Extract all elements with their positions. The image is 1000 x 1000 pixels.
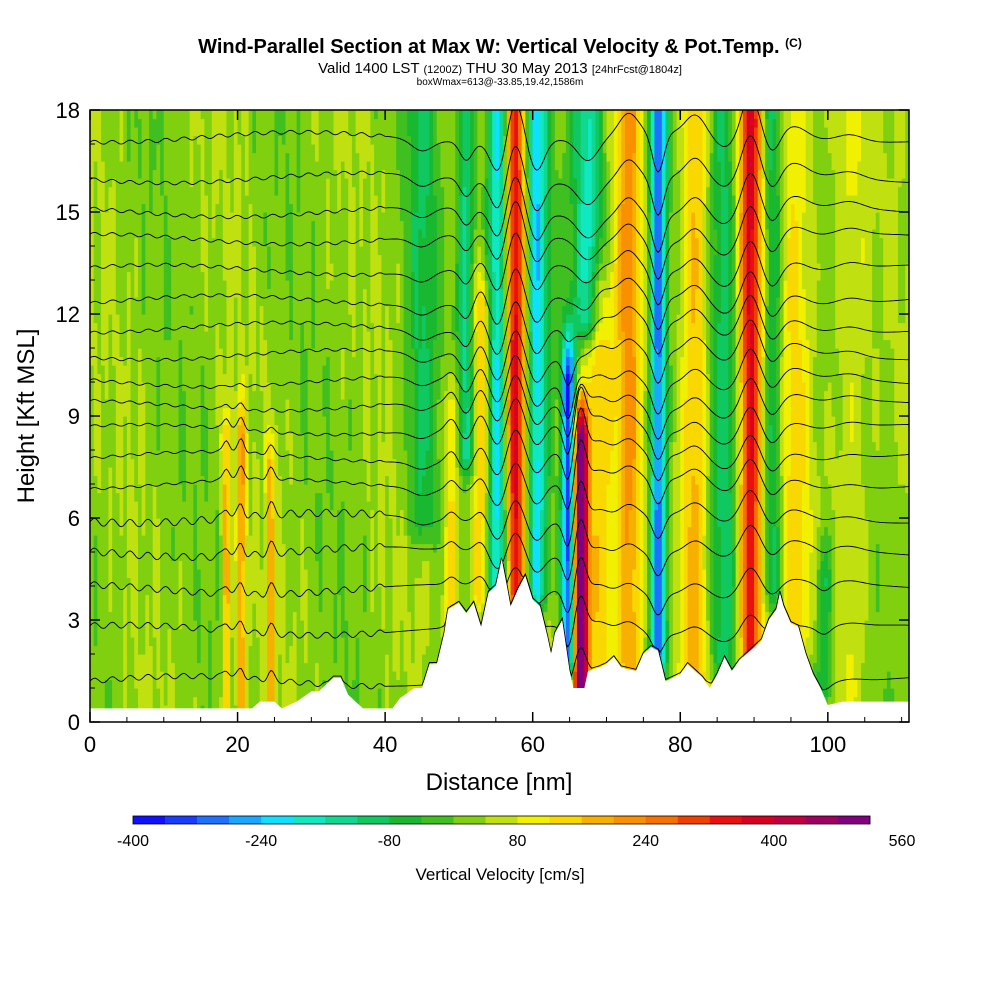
y-axis-ticks: 0 3 6 9 12 15 18	[56, 98, 909, 735]
colorbar-swatch	[549, 816, 582, 824]
colorbar-swatch	[325, 816, 358, 824]
colorbar-swatch	[709, 816, 743, 824]
x-tick-label: 0	[84, 732, 96, 757]
colorbar-swatch	[133, 816, 166, 824]
theta-contour	[90, 406, 909, 482]
colorbar-swatch	[165, 816, 198, 824]
colorbar-swatch	[517, 816, 550, 824]
potential-temperature-contours	[90, 110, 909, 691]
colorbar-swatch	[389, 816, 422, 824]
colorbar-swatch	[805, 816, 839, 824]
theta-contour	[90, 319, 909, 386]
y-tick-label: 9	[68, 404, 80, 429]
chart-valid-time: Valid 1400 LST (1200Z) THU 30 May 2013 […	[318, 60, 682, 77]
x-axis-ticks: 0 20 40 60 80 100	[84, 110, 903, 757]
x-tick-label: 100	[809, 732, 846, 757]
chart-title: Wind-Parallel Section at Max W: Vertical…	[198, 36, 802, 58]
colorbar-swatch	[453, 816, 486, 824]
theta-contour	[90, 135, 909, 216]
theta-contour	[90, 200, 909, 280]
colorbar-label: -240	[245, 833, 277, 850]
colorbar-swatch	[837, 816, 871, 824]
x-tick-label: 60	[520, 732, 544, 757]
colorbar-swatch	[581, 816, 614, 824]
colorbar-label: -400	[117, 833, 149, 850]
colorbar-label: 560	[889, 833, 916, 850]
x-tick-label: 80	[668, 732, 692, 757]
colorbar-swatch	[421, 816, 454, 824]
theta-contour	[90, 439, 909, 510]
colorbar-swatch	[485, 816, 518, 824]
colorbar-swatch	[357, 816, 390, 824]
theta-contour	[90, 480, 909, 547]
colorbar-label: 240	[632, 833, 659, 850]
theta-contour	[90, 232, 909, 306]
colorbar-swatch	[677, 816, 711, 824]
colorbar-swatch	[293, 816, 326, 824]
chart-subtitle: boxWmax=613@-33.85,19.42,1586m	[416, 77, 584, 88]
terrain-mask	[90, 558, 909, 722]
x-axis-title: Distance [nm]	[426, 769, 573, 796]
y-tick-label: 18	[56, 98, 80, 123]
x-tick-label: 20	[225, 732, 249, 757]
colorbar-label: 400	[761, 833, 788, 850]
colorbar-label: -80	[378, 833, 401, 850]
y-axis-title: Height [Kft MSL]	[13, 329, 40, 504]
theta-contour	[90, 348, 909, 420]
colorbar-frame	[132, 815, 871, 825]
colorbar-swatch	[645, 816, 679, 824]
y-tick-label: 12	[56, 302, 80, 327]
theta-contour	[90, 268, 909, 331]
y-tick-label: 3	[68, 608, 80, 633]
theta-contour	[90, 172, 909, 253]
colorbar: -400 -240 -80 80 240 400 560	[117, 815, 916, 850]
theta-contour	[90, 519, 909, 581]
x-tick-label: 40	[373, 732, 397, 757]
theta-contour	[90, 294, 909, 355]
y-tick-label: 0	[68, 710, 80, 735]
colorbar-swatch	[229, 816, 262, 824]
valid-date: THU 30 May 2013	[465, 60, 588, 77]
theta-contour	[90, 386, 909, 461]
valid-utc: (1200Z)	[423, 64, 463, 76]
colorbar-swatch	[613, 816, 646, 824]
y-tick-label: 15	[56, 200, 80, 225]
colorbar-title: Vertical Velocity [cm/s]	[415, 865, 584, 884]
colorbar-swatch	[197, 816, 230, 824]
colorbar-swatch	[741, 816, 775, 824]
theta-contour	[90, 110, 909, 173]
title-mark: (C)	[785, 36, 802, 50]
colorbar-label: 80	[509, 833, 527, 850]
y-tick-label: 6	[68, 506, 80, 531]
colorbar-swatch	[261, 816, 294, 824]
theta-contour	[90, 375, 909, 440]
colorbar-swatch	[773, 816, 807, 824]
forecast-info: [24hrFcst@1804z]	[591, 64, 682, 76]
